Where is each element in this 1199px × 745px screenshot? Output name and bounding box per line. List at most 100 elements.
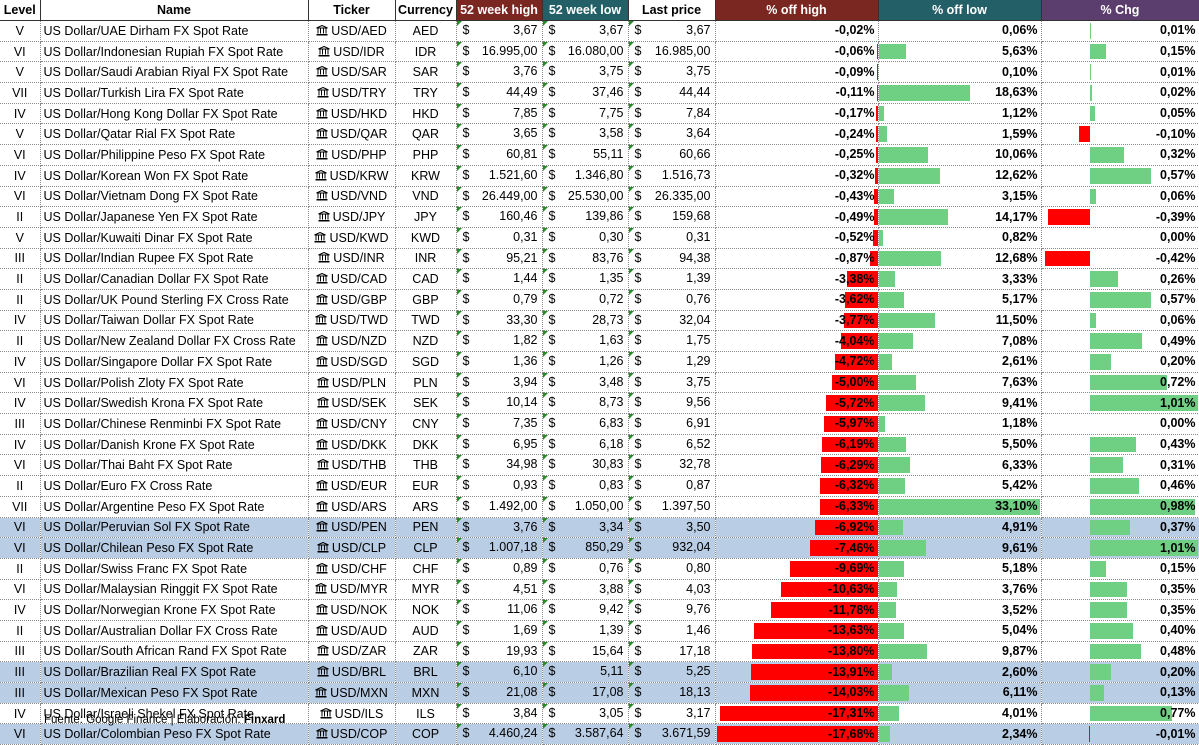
cell-last-price: $5,25 xyxy=(628,661,716,683)
off-low-bar xyxy=(878,229,883,246)
cell-52-week-high: $1.007,18 xyxy=(456,537,543,559)
off-high-bar xyxy=(719,705,877,722)
table-row[interactable]: II US Dollar/New Zealand Dollar FX Cross … xyxy=(0,330,1199,352)
header-ticker[interactable]: Ticker xyxy=(308,0,396,21)
cell-off-high: -0,02% xyxy=(715,20,879,42)
table-row[interactable]: V US Dollar/Qatar Rial FX Spot Rate USD/QA… xyxy=(0,123,1199,146)
currency-symbol: $ xyxy=(548,436,556,451)
low-value: 17,08 xyxy=(592,685,624,699)
header-name[interactable]: Name xyxy=(40,0,309,21)
table-row[interactable]: VI US Dollar/Malaysian Ringgit FX Spot Ra… xyxy=(0,579,1199,601)
off-high-bar xyxy=(840,333,877,349)
table-row[interactable]: IV US Dollar/Danish Krone FX Spot Rate USD… xyxy=(0,434,1199,456)
table-row[interactable]: III US Dollar/Indian Rupee FX Spot Rate US… xyxy=(0,248,1199,270)
table-row[interactable]: II US Dollar/Japanese Yen FX Spot Rate USD… xyxy=(0,206,1199,228)
cell-52-week-high: $60,81 xyxy=(456,144,543,166)
table-row[interactable]: VI US Dollar/Vietnam Dong FX Spot Rate USD… xyxy=(0,186,1199,208)
table-row[interactable]: VI US Dollar/Chilean Peso FX Spot Rate USD… xyxy=(0,537,1199,559)
cell-52-week-high: $0,89 xyxy=(456,558,543,580)
table-row[interactable]: II US Dollar/Swiss Franc FX Spot Rate USD/… xyxy=(0,558,1199,580)
header-off-high[interactable]: % off high xyxy=(715,0,879,21)
cell-ticker: USD/GBP xyxy=(308,289,396,311)
table-row[interactable]: IV US Dollar/Korean Won FX Spot Rate USD/K… xyxy=(0,165,1199,187)
cell-chg: 0,35% xyxy=(1041,599,1199,621)
cell-52-week-low: $3,34 xyxy=(542,517,629,539)
cell-off-high: -3,38% xyxy=(715,268,879,290)
table-row[interactable]: IV US Dollar/Hong Kong Dollar FX Spot Rat… xyxy=(0,103,1199,125)
header-52-week-high[interactable]: 52 week high xyxy=(456,0,543,21)
table-row[interactable]: V US Dollar/Saudi Arabian Riyal FX Spot R… xyxy=(0,61,1199,84)
off-low-bar xyxy=(878,478,905,494)
table-row[interactable]: II US Dollar/Canadian Dollar FX Spot Rate… xyxy=(0,268,1199,290)
table-row[interactable]: II US Dollar/UK Pound Sterling FX Cross R… xyxy=(0,289,1199,311)
currency-symbol: $ xyxy=(634,478,642,493)
currency-symbol: $ xyxy=(634,540,642,555)
table-row[interactable]: VI US Dollar/Colombian Peso FX Spot Rate U… xyxy=(0,723,1199,745)
off-high-value: -17,68% xyxy=(827,726,875,741)
low-value: 1,35 xyxy=(599,271,624,286)
table-row[interactable]: IV US Dollar/Singapore Dollar FX Spot Rat… xyxy=(0,351,1199,373)
table-row[interactable]: IV US Dollar/Norwegian Krone FX Spot Rate… xyxy=(0,599,1199,621)
table-row[interactable]: II US Dollar/Australian Dollar FX Cross R… xyxy=(0,620,1199,642)
table-row[interactable]: IV US Dollar/Swedish Krona FX Spot Rate US… xyxy=(0,392,1199,415)
off-high-value: -5,72% xyxy=(834,395,875,410)
chg-value: 0,00% xyxy=(1160,416,1196,431)
table-row[interactable]: VI US Dollar/Peruvian Sol FX Spot Rate USD… xyxy=(0,517,1199,539)
chg-bar xyxy=(1089,685,1104,701)
cell-ticker: USD/BRL xyxy=(308,661,396,683)
cell-off-low: 14,17% xyxy=(878,206,1042,228)
chg-value: -0,39% xyxy=(1155,209,1196,224)
cell-level: III xyxy=(0,641,41,663)
bank-building-icon xyxy=(316,521,328,532)
cell-chg: 0,57% xyxy=(1041,165,1199,187)
currency-symbol: $ xyxy=(634,519,642,534)
cell-52-week-low: $0,76 xyxy=(542,558,629,580)
table-row[interactable]: V US Dollar/UAE Dirham FX Spot Rate USD/AE… xyxy=(0,20,1199,42)
currency-symbol: $ xyxy=(462,685,470,699)
cell-last-price: $0,87 xyxy=(628,475,716,497)
last-value: 1,75 xyxy=(686,333,711,348)
high-value: 6,95 xyxy=(513,436,538,451)
off-high-bar xyxy=(876,43,877,60)
cell-currency: SEK xyxy=(395,392,457,415)
currency-symbol: $ xyxy=(548,685,556,699)
table-row[interactable]: II US Dollar/Euro FX Cross Rate USD/EUR EUR… xyxy=(0,475,1199,497)
table-row[interactable]: VI US Dollar/Thai Baht FX Spot Rate USD/TH… xyxy=(0,454,1199,477)
last-value: 17,18 xyxy=(679,643,711,658)
header-last-price[interactable]: Last price xyxy=(628,0,716,21)
table-row[interactable]: III US Dollar/Chinese Renminbi FX Spot Ra… xyxy=(0,413,1199,435)
table-row[interactable]: VI US Dollar/Polish Zloty FX Spot Rate USD… xyxy=(0,372,1199,394)
table-row[interactable]: IV US Dollar/Israeli Shekel FX Spot Rate U… xyxy=(0,703,1199,725)
table-row[interactable]: V US Dollar/Kuwaiti Dinar FX Spot Rate USD… xyxy=(0,227,1199,249)
off-high-bar xyxy=(875,147,877,163)
high-value: 1,36 xyxy=(513,354,538,368)
low-value: 0,72 xyxy=(599,291,624,306)
table-row[interactable]: III US Dollar/Brazilian Real FX Spot Rate… xyxy=(0,661,1199,683)
off-high-bar xyxy=(875,105,877,122)
table-row[interactable]: III US Dollar/Mexican Peso FX Spot Rate US… xyxy=(0,682,1199,704)
header-currency[interactable]: Currency xyxy=(395,0,457,21)
header-chg[interactable]: % Chg xyxy=(1041,0,1199,21)
cell-last-price: $1.516,73 xyxy=(628,165,716,187)
cell-currency: CNY xyxy=(395,413,457,435)
table-row[interactable]: VI US Dollar/Philippine Peso FX Spot Rate… xyxy=(0,144,1199,166)
cell-52-week-high: $26.449,00 xyxy=(456,186,543,208)
header-off-low[interactable]: % off low xyxy=(878,0,1042,21)
cell-ticker: USD/NZD xyxy=(308,330,396,352)
header-52-week-low[interactable]: 52 week low xyxy=(542,0,629,21)
cell-ticker: USD/INR xyxy=(308,248,396,270)
table-row[interactable]: IV US Dollar/Taiwan Dollar FX Spot Rate US… xyxy=(0,310,1199,332)
chg-value: 1,01% xyxy=(1160,540,1196,555)
header-level[interactable]: Level xyxy=(0,0,41,21)
cell-off-low: 9,41% xyxy=(878,392,1042,415)
cell-level: VI xyxy=(0,579,41,601)
cell-currency: KWD xyxy=(395,227,457,249)
table-row[interactable]: VI US Dollar/Indonesian Rupiah FX Spot Ra… xyxy=(0,41,1199,63)
high-value: 1.007,18 xyxy=(488,540,538,555)
currency-symbol: $ xyxy=(548,705,556,720)
currency-symbol: $ xyxy=(548,271,556,286)
table-row[interactable]: III US Dollar/South African Rand FX Spot … xyxy=(0,641,1199,663)
cell-off-low: 1,59% xyxy=(878,123,1042,146)
table-row[interactable]: VII US Dollar/Turkish Lira FX Spot Rate US… xyxy=(0,82,1199,104)
table-row[interactable]: VII US Dollar/Argentine Peso FX Spot Rate… xyxy=(0,496,1199,518)
